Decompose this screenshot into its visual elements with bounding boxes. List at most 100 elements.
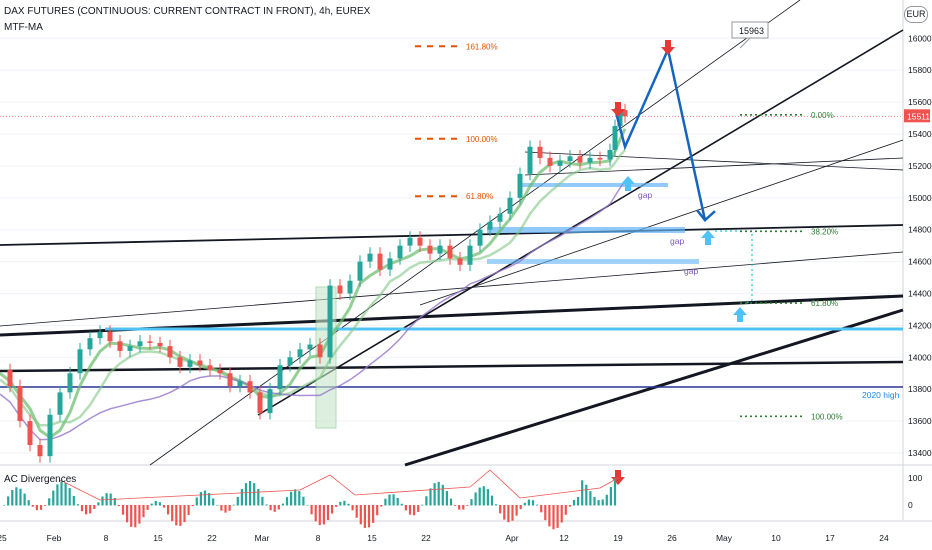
- osc-bar: [339, 501, 342, 506]
- osc-bar: [363, 505, 366, 528]
- price-tick-label: 13600: [908, 416, 932, 426]
- osc-bar: [441, 484, 444, 506]
- oscillator-title: AC Divergences: [4, 474, 77, 485]
- osc-bar: [294, 489, 297, 506]
- osc-bar: [343, 500, 346, 506]
- candle-body: [557, 161, 563, 166]
- candle-body: [97, 331, 103, 339]
- candle-body: [67, 373, 73, 393]
- osc-bar: [425, 496, 428, 506]
- time-tick-label: 12: [559, 533, 569, 543]
- chart-title: DAX FUTURES (CONTINUOUS: CURRENT CONTRAC…: [4, 6, 371, 17]
- currency-badge[interactable]: EUR: [904, 6, 928, 23]
- candle-body: [622, 110, 628, 117]
- time-tick-label: 26: [667, 533, 677, 543]
- price-tick-label: 13800: [908, 384, 932, 394]
- candle-body: [447, 245, 453, 259]
- osc-bar: [244, 483, 248, 506]
- osc-bar: [351, 505, 354, 511]
- osc-bar: [64, 482, 67, 506]
- signal-arrows: [611, 40, 747, 485]
- osc-bar: [240, 488, 243, 506]
- gap-zone: [487, 259, 699, 264]
- time-tick-label: 15: [367, 533, 377, 543]
- candle-body: [77, 349, 83, 374]
- price-tick-label: 16000: [908, 33, 932, 43]
- candle-body: [307, 344, 313, 350]
- trend-line: [419, 139, 904, 306]
- osc-bar: [269, 505, 272, 511]
- osc-bar: [257, 489, 260, 506]
- candle-body: [527, 146, 533, 174]
- osc-bar: [216, 504, 219, 506]
- osc-bar: [52, 490, 55, 506]
- candle-body: [277, 365, 283, 390]
- osc-bar: [449, 498, 453, 506]
- candle-body: [437, 245, 443, 254]
- candle-body: [467, 245, 473, 265]
- candle-body: [237, 381, 243, 387]
- osc-bar: [220, 505, 223, 511]
- osc-bar: [60, 481, 63, 506]
- candle-body: [567, 156, 573, 162]
- candle-body: [612, 126, 618, 150]
- osc-bar: [499, 505, 502, 514]
- time-tick-label: 8: [104, 533, 109, 543]
- price-tick-label: 15400: [908, 129, 932, 139]
- time-tick-label: 8: [316, 533, 321, 543]
- price-tick-label: 13400: [908, 448, 932, 458]
- price-axis[interactable]: 13400 13600 13800 14000 14200 14400 14600 14800…: [904, 33, 932, 510]
- candle-body: [317, 344, 323, 358]
- osc-bar: [331, 505, 334, 514]
- osc-bar: [101, 496, 104, 506]
- osc-bar: [285, 497, 289, 506]
- osc-bar: [126, 505, 129, 523]
- osc-bar: [486, 489, 489, 506]
- osc-bar: [85, 505, 88, 515]
- osc-bar: [35, 505, 38, 511]
- osc-bar: [511, 505, 514, 521]
- osc-bar: [306, 504, 309, 506]
- candle-body: [147, 341, 153, 343]
- candle-body: [47, 414, 53, 457]
- time-axis[interactable]: 25 Feb 8 15 22 Mar 8 15 22 Apr 12 19 26 May 10 17 24: [0, 533, 889, 543]
- candle-body: [397, 245, 403, 259]
- osc-bar: [585, 484, 588, 506]
- osc-bar: [544, 505, 547, 521]
- measure-line: [715, 230, 753, 305]
- osc-bar: [68, 488, 71, 506]
- osc-bar: [560, 505, 563, 523]
- osc-tick-label: 0: [908, 500, 913, 510]
- osc-bar: [23, 493, 26, 506]
- osc-bar: [171, 505, 174, 522]
- price-tick-label: 15000: [908, 193, 932, 203]
- osc-bar: [290, 491, 293, 506]
- price-tick-label: 14200: [908, 320, 932, 330]
- candle-body: [417, 237, 423, 246]
- osc-bar: [515, 505, 518, 516]
- osc-bar: [158, 502, 161, 506]
- osc-bar: [445, 491, 448, 506]
- osc-bar: [609, 487, 612, 506]
- osc-bar: [19, 488, 22, 506]
- osc-bar: [142, 505, 145, 518]
- candle-body: [187, 360, 193, 367]
- candle-body: [327, 285, 333, 358]
- candle-body: [127, 346, 133, 351]
- candle-body: [17, 386, 23, 422]
- time-tick-label: 19: [613, 533, 623, 543]
- osc-tick-label: 100: [908, 473, 922, 483]
- time-tick-label: 10: [771, 533, 781, 543]
- osc-bar: [597, 500, 600, 506]
- osc-bar: [396, 497, 399, 506]
- time-tick-label: 24: [879, 533, 889, 543]
- candle-body: [367, 253, 373, 262]
- candle-body: [347, 280, 353, 294]
- osc-bar: [523, 502, 526, 506]
- osc-bar: [613, 478, 617, 506]
- osc-bar: [568, 505, 571, 507]
- osc-bar: [347, 503, 350, 506]
- candle-body: [457, 258, 463, 265]
- trend-line: [524, 151, 904, 171]
